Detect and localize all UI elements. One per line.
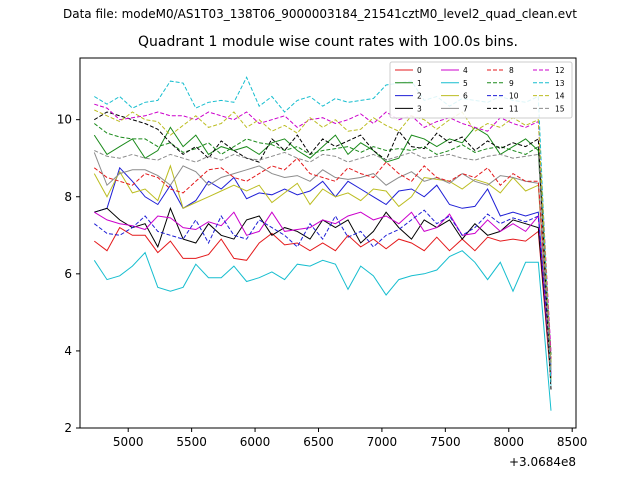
plot-series-group	[93, 76, 552, 411]
series-line-8	[93, 157, 552, 359]
y-tick-label: 6	[64, 267, 72, 281]
x-offset-label: +3.0684e8	[509, 455, 576, 469]
x-tick-label: 8000	[493, 435, 524, 449]
legend-label-1: 1	[417, 79, 422, 88]
series-line-6	[93, 164, 552, 380]
x-tick-label: 5000	[113, 435, 144, 449]
x-tick-label: 5500	[176, 435, 207, 449]
series-line-12	[94, 103, 552, 353]
series-line-3	[94, 206, 552, 378]
y-tick-label: 4	[64, 344, 72, 358]
series-line-7	[93, 152, 552, 371]
legend-label-2: 2	[417, 92, 422, 101]
series-line-5	[93, 250, 552, 411]
legend-label-0: 0	[417, 66, 422, 75]
figure-suptitle: Data file: modeM0/AS1T03_138T06_90000031…	[63, 7, 577, 21]
y-tick-label: 2	[64, 421, 72, 435]
legend-label-6: 6	[463, 92, 468, 101]
series-line-9	[93, 123, 552, 355]
y-tick-label: 8	[64, 190, 72, 204]
x-tick-label: 7500	[430, 435, 461, 449]
series-line-0	[93, 226, 552, 382]
series-line-2	[94, 166, 552, 375]
series-line-15	[94, 150, 552, 371]
series-line-11	[94, 111, 552, 390]
series-line-14	[94, 109, 552, 367]
x-tick-label: 6500	[303, 435, 334, 449]
series-line-4	[94, 211, 552, 377]
legend-label-10: 10	[509, 92, 519, 101]
x-tick-label: 8500	[557, 435, 588, 449]
legend-box	[389, 61, 573, 119]
series-line-13	[94, 76, 552, 386]
legend-label-3: 3	[417, 104, 422, 113]
x-tick-label: 7000	[367, 435, 398, 449]
legend-label-14: 14	[555, 92, 565, 101]
axis-ticks-group: 5000 5500 6000 6500 7000 7500 8000 8500 2 4 6 8 10	[57, 113, 588, 449]
chart-title: Quadrant 1 module wise count rates with …	[138, 34, 518, 50]
legend-label-9: 9	[509, 79, 514, 88]
legend-label-15: 15	[555, 104, 565, 113]
y-tick-label: 10	[57, 113, 72, 127]
series-line-10	[93, 209, 552, 367]
legend-label-8: 8	[509, 66, 514, 75]
legend-label-12: 12	[555, 66, 565, 75]
legend-label-5: 5	[463, 79, 468, 88]
legend-label-4: 4	[463, 66, 468, 75]
x-tick-label: 6000	[240, 435, 271, 449]
axes-frame	[79, 57, 577, 429]
series-line-1	[93, 126, 552, 363]
legend-label-7: 7	[463, 104, 468, 113]
legend-label-13: 13	[555, 79, 565, 88]
legend-label-11: 11	[509, 104, 519, 113]
